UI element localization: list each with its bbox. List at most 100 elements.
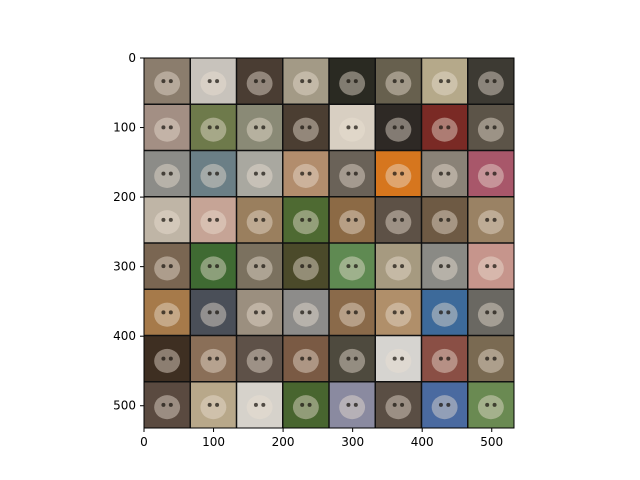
dog-silhouette (339, 163, 366, 188)
dog-silhouette (477, 395, 504, 420)
dog-photo-tile (282, 104, 329, 151)
dog-silhouette (431, 348, 458, 373)
dog-silhouette (339, 348, 366, 373)
dog-eye (392, 264, 397, 269)
dog-eye (300, 125, 305, 130)
dog-silhouette (431, 302, 458, 327)
dog-photo-tile (375, 335, 422, 382)
dog-eye (400, 264, 405, 269)
dog-eye (300, 264, 305, 269)
dog-silhouette (154, 395, 181, 420)
tile-background (236, 58, 283, 105)
dog-eye (346, 402, 351, 407)
tile-background (421, 150, 468, 197)
tile-background (375, 243, 422, 290)
dog-photo-tile (282, 150, 329, 197)
dog-eye (400, 402, 405, 407)
dog-eye (161, 125, 166, 130)
dog-eye (485, 356, 490, 361)
tile-background (144, 104, 191, 151)
tile-background (144, 243, 191, 290)
dog-silhouette (385, 302, 412, 327)
tile-background (467, 381, 514, 428)
dog-eye (392, 171, 397, 176)
dog-eye (438, 171, 443, 176)
dog-silhouette (200, 163, 227, 188)
x-tick-label: 0 (140, 435, 148, 449)
dog-photo-tile (375, 150, 422, 197)
dog-eye (346, 171, 351, 176)
dog-photo-tile (190, 196, 237, 243)
y-tick-label: 0 (128, 51, 136, 65)
dog-photo-tile (236, 150, 283, 197)
dog-eye (307, 310, 312, 315)
dog-photo-tile (467, 381, 514, 428)
tile-background (467, 104, 514, 151)
dog-eye (207, 310, 212, 315)
dog-eye (438, 264, 443, 269)
dog-eye (492, 264, 497, 269)
dog-eye (215, 171, 220, 176)
dog-photo-tile (329, 58, 376, 105)
tile-background (375, 381, 422, 428)
dog-photo-tile (467, 335, 514, 382)
dog-silhouette (477, 117, 504, 142)
dog-photo-tile (190, 150, 237, 197)
dog-photo-tile (375, 289, 422, 336)
dog-eye (353, 79, 358, 84)
dog-silhouette (154, 256, 181, 281)
dog-silhouette (477, 163, 504, 188)
dog-eye (168, 125, 173, 130)
tile-background (144, 196, 191, 243)
dog-eye (446, 125, 451, 130)
dog-silhouette (154, 117, 181, 142)
dog-eye (400, 125, 405, 130)
dog-eye (438, 217, 443, 222)
dog-silhouette (292, 256, 319, 281)
dog-photo-tile (329, 150, 376, 197)
dog-photo-tile (190, 58, 237, 105)
dog-silhouette (477, 71, 504, 96)
dog-eye (346, 356, 351, 361)
dog-silhouette (385, 256, 412, 281)
dog-image-grid (144, 58, 514, 428)
dog-eye (253, 310, 258, 315)
tile-background (144, 381, 191, 428)
dog-eye (492, 402, 497, 407)
dog-eye (353, 356, 358, 361)
dog-silhouette (385, 117, 412, 142)
dog-eye (446, 310, 451, 315)
dog-photo-tile (375, 196, 422, 243)
dog-eye (161, 356, 166, 361)
dog-photo-tile (467, 104, 514, 151)
image-axes: 0 100 200 300 400 500 0 100 200 300 400 500 (113, 51, 515, 449)
dog-eye (261, 356, 266, 361)
dog-photo-tile (282, 335, 329, 382)
dog-silhouette (431, 117, 458, 142)
dog-photo-tile (144, 381, 191, 428)
tile-background (236, 150, 283, 197)
dog-photo-tile (236, 58, 283, 105)
dog-eye (207, 79, 212, 84)
dog-eye (207, 264, 212, 269)
tile-background (282, 289, 329, 336)
dog-photo-tile (190, 243, 237, 290)
dog-eye (161, 310, 166, 315)
y-tick-label: 200 (113, 190, 136, 204)
dog-silhouette (246, 395, 273, 420)
dog-silhouette (154, 163, 181, 188)
dog-silhouette (246, 302, 273, 327)
dog-silhouette (339, 395, 366, 420)
tile-background (144, 335, 191, 382)
dog-silhouette (339, 210, 366, 235)
dog-silhouette (154, 302, 181, 327)
tile-background (282, 150, 329, 197)
tile-background (144, 150, 191, 197)
dog-silhouette (477, 256, 504, 281)
dog-photo-tile (236, 381, 283, 428)
dog-photo-tile (144, 196, 191, 243)
dog-eye (400, 217, 405, 222)
dog-eye (300, 217, 305, 222)
dog-eye (353, 310, 358, 315)
tile-background (282, 196, 329, 243)
